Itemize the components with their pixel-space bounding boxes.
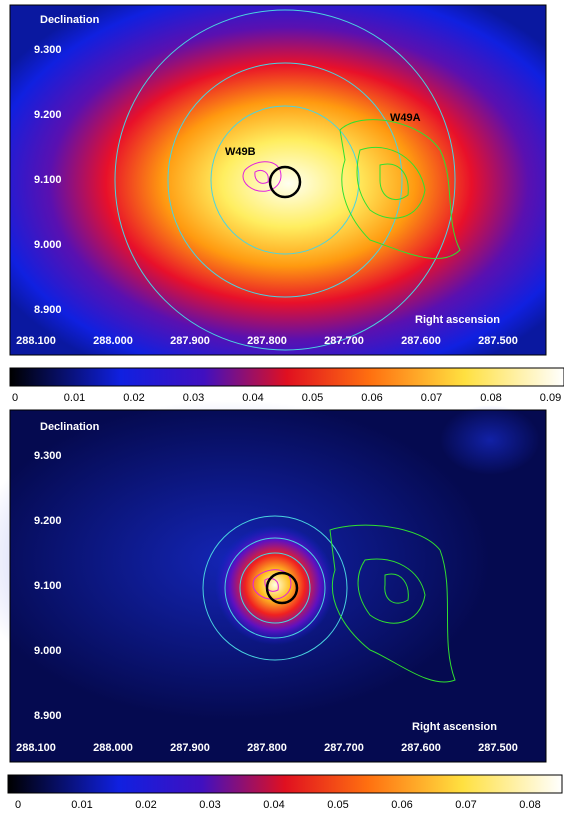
colorbar-tick-label: 0.08 xyxy=(480,392,501,404)
w49a-contours xyxy=(339,119,461,259)
colorbar-tick-label: 0.04 xyxy=(263,799,284,811)
colorbar-tick-label: 0.03 xyxy=(183,392,204,404)
source-circle xyxy=(265,571,299,605)
x-tick-label: 288.100 xyxy=(16,742,56,754)
colorbar-tick-label: 0.03 xyxy=(199,799,220,811)
x-tick-label: 288.000 xyxy=(93,335,133,347)
region-circle xyxy=(114,9,456,351)
frame xyxy=(9,409,547,763)
intensity-peak xyxy=(215,525,335,645)
y-tick-label: 9.100 xyxy=(34,174,62,186)
x-tick-label: 287.500 xyxy=(478,335,518,347)
x-tick-label: 287.800 xyxy=(247,335,287,347)
colorbar-tick-label: 0.07 xyxy=(421,392,442,404)
colorbar-tick-label: 0.01 xyxy=(71,799,92,811)
x-tick-label: 287.500 xyxy=(478,742,518,754)
y-tick-label: 8.900 xyxy=(34,304,62,316)
colorbar-tick-label: 0.02 xyxy=(123,392,144,404)
x-axis-label: Right ascension xyxy=(415,314,500,326)
region-circle xyxy=(167,62,403,298)
y-tick-label: 9.300 xyxy=(34,450,62,462)
region-circle xyxy=(202,515,348,661)
colorbar-tick-label: 0 xyxy=(12,392,18,404)
colorbar-tick-label: 0.09 xyxy=(540,392,561,404)
y-tick-label: 9.000 xyxy=(34,239,62,251)
x-tick-label: 287.700 xyxy=(324,742,364,754)
colorbar-tick-label: 0.05 xyxy=(302,392,323,404)
y-tick-label: 9.300 xyxy=(34,44,62,56)
region-circle xyxy=(224,537,326,639)
colorbar-tick-label: 0.06 xyxy=(361,392,382,404)
y-tick-label: 8.900 xyxy=(34,710,62,722)
x-tick-label: 287.900 xyxy=(170,335,210,347)
source-circle xyxy=(268,165,302,199)
panel-2: Declination Right ascension xyxy=(0,400,547,763)
w49b-contours xyxy=(242,161,282,192)
colorbar xyxy=(9,367,564,387)
annotation: W49B xyxy=(225,146,256,158)
colorbar-tick-label: 0.01 xyxy=(64,392,85,404)
panel-1: Declination Right ascension W49B W49A xyxy=(9,4,547,356)
colorbar-tick-label: 0.02 xyxy=(135,799,156,811)
y-tick-label: 9.200 xyxy=(34,109,62,121)
annotation: W49A xyxy=(390,112,421,124)
x-tick-label: 287.400 xyxy=(555,742,564,754)
region-circle xyxy=(239,552,311,624)
y-tick-label: 9.100 xyxy=(34,580,62,592)
colorbar xyxy=(7,774,563,794)
x-tick-label: 287.900 xyxy=(170,742,210,754)
colorbar-tick-label: 0.07 xyxy=(455,799,476,811)
x-tick-label: 287.700 xyxy=(324,335,364,347)
x-tick-label: 288.000 xyxy=(93,742,133,754)
region-circle xyxy=(210,105,360,255)
x-axis-label: Right ascension xyxy=(412,721,497,733)
x-tick-label: 288.100 xyxy=(16,335,56,347)
y-tick-label: 9.000 xyxy=(34,645,62,657)
w49a-contours xyxy=(329,524,456,683)
colorbar-tick-label: 0.06 xyxy=(391,799,412,811)
y-axis-label: Declination xyxy=(40,14,100,26)
y-tick-label: 9.200 xyxy=(34,515,62,527)
colorbar-tick-label: 0.08 xyxy=(519,799,540,811)
diffuse-emission xyxy=(440,405,540,475)
frame xyxy=(9,4,547,356)
x-tick-label: 287.400 xyxy=(555,335,564,347)
colorbar-tick-label: 0.04 xyxy=(242,392,263,404)
y-axis-label: Declination xyxy=(40,421,100,433)
colorbar-tick-label: 0.05 xyxy=(327,799,348,811)
x-tick-label: 287.600 xyxy=(401,742,441,754)
x-tick-label: 287.600 xyxy=(401,335,441,347)
x-tick-label: 287.800 xyxy=(247,742,287,754)
colorbar-tick-label: 0 xyxy=(15,799,21,811)
intensity-map xyxy=(10,5,546,355)
